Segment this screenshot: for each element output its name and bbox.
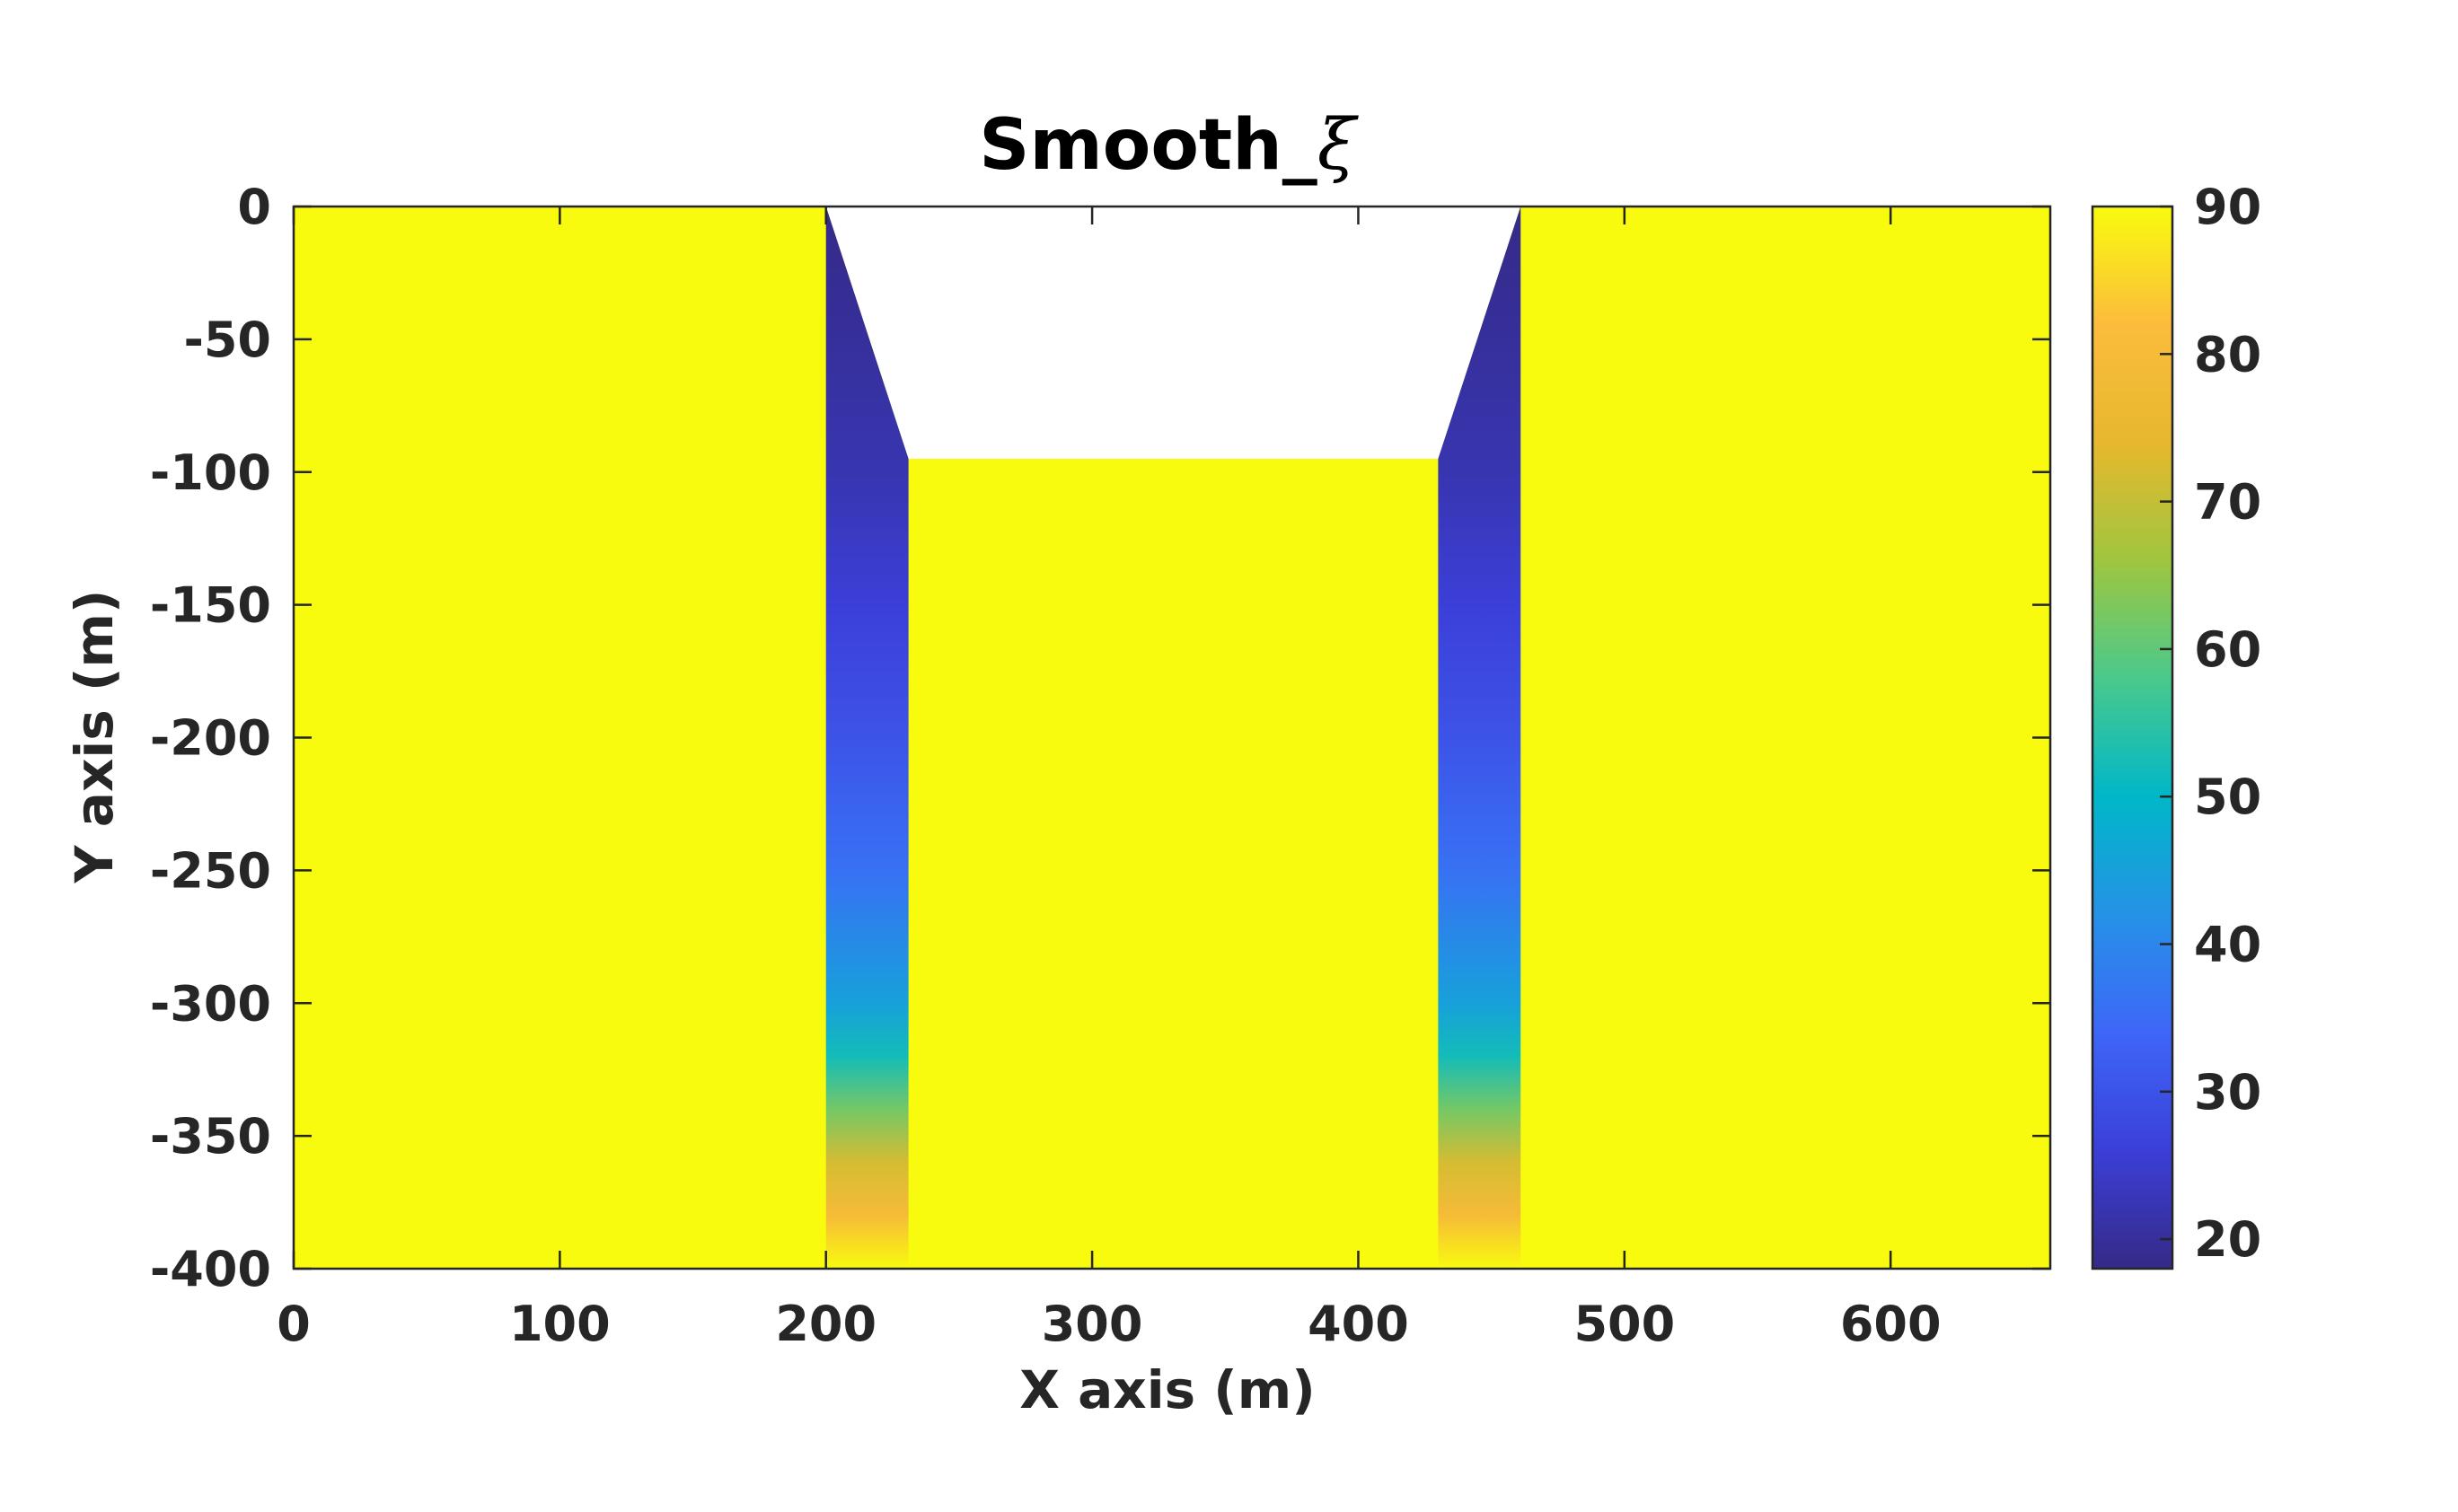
x-tick-label: 400 bbox=[1308, 1296, 1409, 1352]
x-tick-label: 300 bbox=[1042, 1296, 1143, 1352]
y-tick-label: 0 bbox=[237, 179, 271, 235]
colorbar-tick-label: 40 bbox=[2194, 917, 2261, 973]
x-tick-label: 200 bbox=[775, 1296, 877, 1352]
colorbar-gradient-bar bbox=[2091, 205, 2174, 1270]
y-tick-label: -50 bbox=[183, 312, 271, 368]
colorbar-ticks: 20 30 40 50 60 70 80 90 bbox=[2160, 179, 2261, 1268]
left-wall bbox=[825, 207, 909, 1269]
right-wall bbox=[1438, 207, 1521, 1269]
y-tick-label: -300 bbox=[150, 975, 271, 1032]
chart-title: Smooth_ξ bbox=[979, 105, 1359, 186]
colorbar-tick-label: 20 bbox=[2194, 1211, 2261, 1268]
y-tick-label: -200 bbox=[150, 710, 271, 767]
chart-title-text: Smooth_ bbox=[979, 105, 1317, 186]
colorbar-tick-label: 60 bbox=[2194, 621, 2261, 678]
colorbar-tick-label: 50 bbox=[2194, 769, 2261, 825]
x-tick-label: 100 bbox=[509, 1296, 611, 1352]
y-tick-label: -150 bbox=[150, 577, 271, 634]
y-tick-label: -100 bbox=[150, 444, 271, 501]
y-axis-label: Y axis (m) bbox=[64, 590, 125, 884]
chart-title-symbol: ξ bbox=[1317, 105, 1360, 186]
x-tick-label: 500 bbox=[1573, 1296, 1675, 1352]
colorbar: 20 30 40 50 60 70 80 90 bbox=[2091, 179, 2261, 1270]
colorbar-tick-label: 30 bbox=[2194, 1064, 2261, 1121]
x-tick-label: 0 bbox=[277, 1296, 311, 1352]
colorbar-tick-label: 70 bbox=[2194, 474, 2261, 531]
x-axis-ticks: 0 100 200 300 400 500 600 bbox=[277, 207, 1942, 1352]
y-tick-label: -250 bbox=[150, 842, 271, 899]
channel-floor-region bbox=[908, 458, 1439, 1269]
plot-area: 0 100 200 300 400 500 600 0 -50 -100 -150 -200 -250… bbox=[150, 179, 2052, 1352]
x-axis-label: X axis (m) bbox=[1019, 1359, 1316, 1420]
channel-empty-region bbox=[825, 207, 1521, 459]
colorbar-tick-label: 90 bbox=[2194, 179, 2261, 235]
colorbar-tick-label: 80 bbox=[2194, 326, 2261, 382]
y-axis-ticks: 0 -50 -100 -150 -200 -250 -300 -350 -400 bbox=[150, 179, 2050, 1297]
x-tick-label: 600 bbox=[1840, 1296, 1942, 1352]
y-tick-label: -350 bbox=[150, 1108, 271, 1165]
y-tick-label: -400 bbox=[150, 1241, 271, 1297]
